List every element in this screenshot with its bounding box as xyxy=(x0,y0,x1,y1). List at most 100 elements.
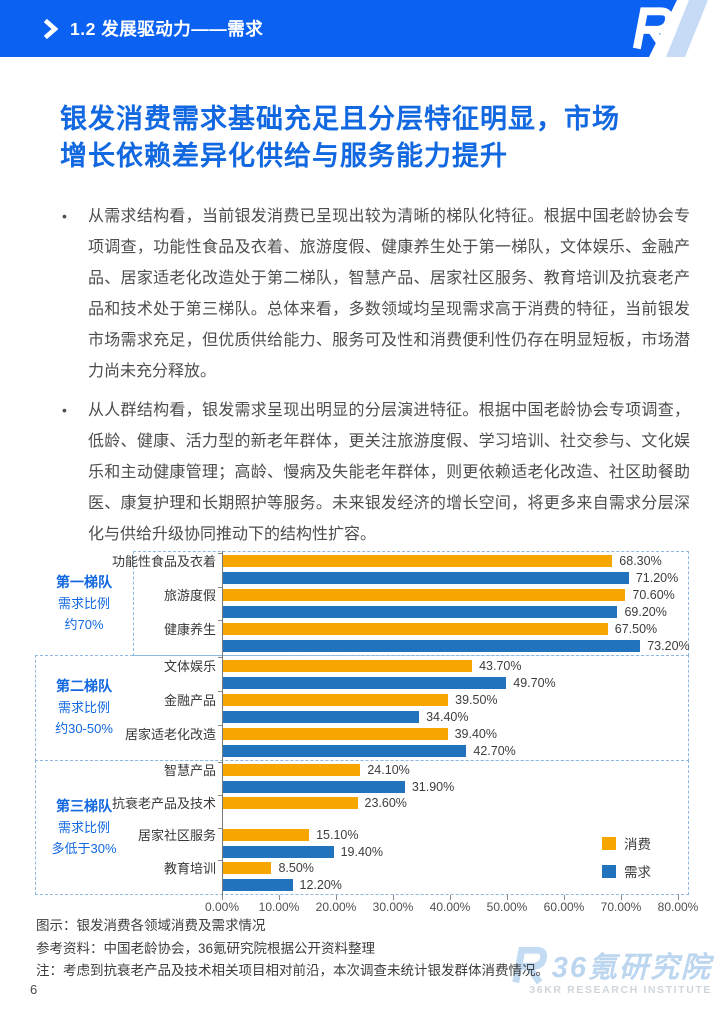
x-axis-label: 40.00% xyxy=(429,900,471,914)
header-bar xyxy=(0,0,677,57)
demand-bar xyxy=(223,572,629,585)
figure-caption: 图示：银发消费各领域消费及需求情况 xyxy=(36,918,266,933)
page-title-line1: 银发消费需求基础充足且分层特征明显，市场 xyxy=(60,104,620,134)
y-axis-tick xyxy=(218,794,222,796)
x-axis-label: 80.00% xyxy=(657,900,699,914)
demand-bar xyxy=(223,744,467,757)
bullet-paragraph-2-text: 从人群结构看，银发需求呈现出明显的分层演进特征。根据中国老龄协会专项调查，低龄、… xyxy=(88,402,690,543)
bar-value-label: 31.90% xyxy=(411,779,455,794)
tier-label-2: 第二梯队需求比例约30-50% xyxy=(36,676,132,739)
y-axis-tick xyxy=(218,657,222,658)
legend-label: 消费 xyxy=(624,837,651,852)
page-title-line2: 增长依赖差异化供给与服务能力提升 xyxy=(60,141,508,171)
chart-legend: 消费需求 xyxy=(602,833,651,881)
x-axis-label: 20.00% xyxy=(315,900,357,914)
tier-box-3 xyxy=(35,760,689,895)
y-axis-tick xyxy=(218,691,222,692)
36kr-watermark-icon xyxy=(512,946,547,984)
demand-bar xyxy=(223,879,293,892)
tier-range: 约30-50% xyxy=(55,721,113,736)
bar-value-label: 24.10% xyxy=(367,762,410,777)
legend-swatch-消费 xyxy=(602,836,616,850)
demand-consumption-bar-chart: 第一梯队 需求比例 约70% 功能性食品及衣着 68.30% 71.20% 旅游度假 70.6… xyxy=(30,551,698,917)
36kr-logo-icon xyxy=(632,7,673,51)
x-axis-label: 60.00% xyxy=(543,900,585,914)
x-axis-tick xyxy=(336,895,337,900)
consumption-bar xyxy=(223,796,358,809)
bar-value-label: 12.20% xyxy=(299,878,342,893)
x-axis-tick xyxy=(393,895,394,900)
x-axis-label: 50.00% xyxy=(486,900,528,914)
category-label: 功能性食品及衣着 xyxy=(111,554,216,570)
tier-subtitle: 需求比例 xyxy=(57,819,110,835)
bar-value-label: 69.20% xyxy=(624,605,667,619)
consumption-bar xyxy=(223,555,613,568)
page-number: 6 xyxy=(30,982,38,997)
bar-value-label: 70.60% xyxy=(632,588,675,602)
y-axis-tick xyxy=(218,620,222,622)
bar-value-label: 67.50% xyxy=(614,621,658,636)
demand-bar xyxy=(223,780,405,793)
consumption-bar xyxy=(223,763,361,776)
x-axis-label: 70.00% xyxy=(600,900,642,914)
y-axis-tick xyxy=(218,762,222,763)
consumption-bar xyxy=(223,589,626,601)
tier-name: 第三梯队 xyxy=(56,797,112,814)
bullet-paragraph-1: • 从需求结构看，当前银发消费已呈现出较为清晰的梯队化特征。根据中国老龄协会专项… xyxy=(60,201,690,387)
remark-note: 注：考虑到抗衰老产品及技术相关项目相对前沿，本次调查未统计银发群体消费情况。 xyxy=(36,963,549,978)
x-axis-label: 10.00% xyxy=(258,900,300,914)
category-label: 智慧产品 xyxy=(163,762,216,778)
tier-subtitle: 需求比例 xyxy=(57,595,110,611)
chevron-right-icon xyxy=(44,18,58,39)
demand-bar xyxy=(223,676,507,689)
bar-value-label: 43.70% xyxy=(479,658,522,673)
bullet-marker: • xyxy=(62,208,67,224)
legend-item: 需求 xyxy=(602,861,651,881)
consumption-bar xyxy=(223,862,272,875)
consumption-bar xyxy=(223,693,449,706)
bar-value-label: 8.50% xyxy=(278,861,314,876)
category-label: 健康养生 xyxy=(163,621,216,637)
tier-range: 多低于30% xyxy=(51,840,117,856)
bar-value-label: 15.10% xyxy=(316,828,359,843)
demand-bar xyxy=(223,606,618,618)
demand-bar xyxy=(223,846,334,859)
consumption-bar xyxy=(223,727,448,740)
y-axis-line xyxy=(222,551,223,895)
tier-subtitle: 需求比例 xyxy=(57,700,110,715)
x-axis-tick xyxy=(222,895,223,900)
x-axis-tick xyxy=(678,895,679,900)
y-axis-tick xyxy=(218,725,222,726)
category-label: 金融产品 xyxy=(163,692,216,708)
bar-value-label: 34.40% xyxy=(426,709,469,724)
bar-value-label: 23.60% xyxy=(364,795,407,810)
y-axis-tick xyxy=(218,860,222,862)
category-label: 居家社区服务 xyxy=(137,828,216,844)
page-header: 1.2 发展驱动力——需求 xyxy=(0,0,720,57)
x-axis-label: 30.00% xyxy=(372,900,414,914)
tier-name: 第一梯队 xyxy=(56,573,112,590)
legend-swatch-需求 xyxy=(602,864,616,878)
x-axis-label: 0.00% xyxy=(204,900,240,914)
y-axis-tick xyxy=(218,586,222,588)
bullet-paragraph-1-text: 从需求结构看，当前银发消费已呈现出较为清晰的梯队化特征。根据中国老龄协会专项调查… xyxy=(88,208,690,380)
consumption-bar xyxy=(223,622,608,635)
bar-value-label: 71.20% xyxy=(635,571,679,586)
bar-value-label: 39.50% xyxy=(455,692,498,707)
body-text: • 从需求结构看，当前银发消费已呈现出较为清晰的梯队化特征。根据中国老龄协会专项… xyxy=(60,201,690,558)
x-axis-tick xyxy=(564,895,565,900)
watermark-en-text: 36KR RESEARCH INSTITUTE xyxy=(529,984,712,996)
tier-label-3: 第三梯队需求比例多低于30% xyxy=(36,796,132,859)
x-axis-tick xyxy=(279,895,280,900)
x-axis-tick xyxy=(621,895,622,900)
y-axis-tick xyxy=(218,553,222,554)
y-axis-tick xyxy=(218,827,222,829)
category-label: 抗衰老产品及技术 xyxy=(111,795,216,811)
bar-value-label: 73.20% xyxy=(647,638,690,653)
tier-name: 第二梯队 xyxy=(56,678,112,694)
legend-item: 消费 xyxy=(602,833,651,853)
tier-range: 约70% xyxy=(64,616,104,632)
x-axis-tick xyxy=(507,895,508,900)
x-axis-tick xyxy=(450,895,451,900)
